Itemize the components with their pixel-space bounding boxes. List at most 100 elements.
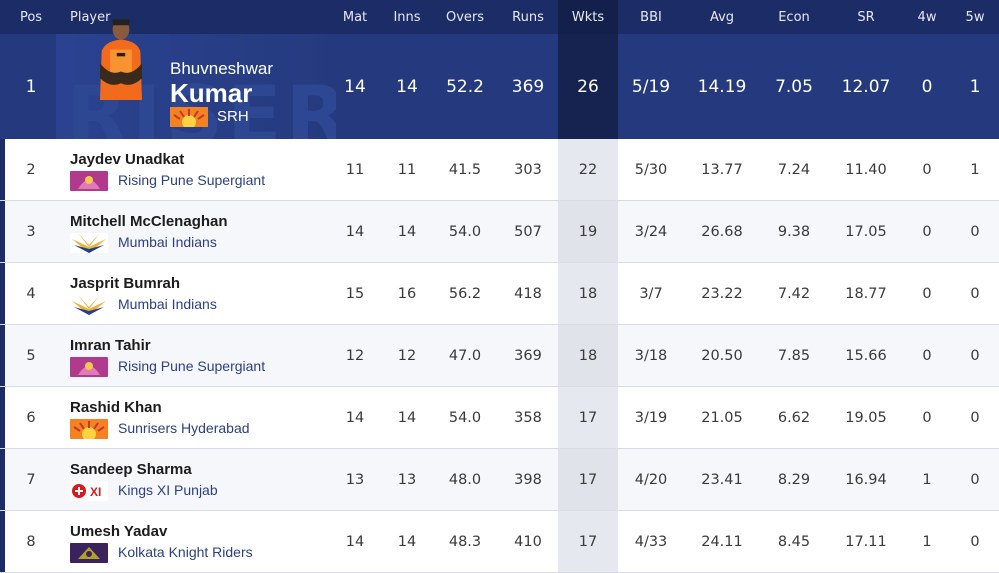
row-wkts: 19 bbox=[558, 201, 618, 262]
row-overs: 56.2 bbox=[448, 285, 482, 302]
svg-text:XI: XI bbox=[90, 485, 101, 499]
table-row-6[interactable]: 6 Rashid Khan Sunrisers Hyderabad 14 14 … bbox=[0, 387, 999, 449]
row-bbi: 3/19 bbox=[634, 409, 668, 426]
row-sr: 17.05 bbox=[845, 223, 887, 240]
row-wkts: 18 bbox=[558, 263, 618, 324]
row-econ: 7.24 bbox=[777, 161, 811, 178]
row-4w: 0 bbox=[922, 161, 932, 178]
table-row-4[interactable]: 4 Jasprit Bumrah Mumbai Indians 15 16 56… bbox=[0, 263, 999, 325]
col-header-mat[interactable]: Mat bbox=[342, 9, 368, 25]
table-body: 2 Jaydev Unadkat Rising Pune Supergiant … bbox=[0, 139, 999, 573]
row-runs: 398 bbox=[514, 471, 542, 488]
player-name[interactable]: Mitchell McClenaghan bbox=[70, 213, 228, 230]
row-4w: 0 bbox=[922, 285, 932, 302]
row-left-accent bbox=[0, 387, 5, 448]
row-econ: 6.62 bbox=[777, 409, 811, 426]
row-overs: 52.2 bbox=[446, 76, 484, 97]
table-row-8[interactable]: 8 Umesh Yadav Kolkata Knight Riders 14 1… bbox=[0, 511, 999, 573]
row-pos: 3 bbox=[26, 223, 36, 240]
player-team[interactable]: Sunrisers Hyderabad bbox=[118, 420, 250, 436]
row-5w: 0 bbox=[970, 533, 980, 550]
col-header-5w[interactable]: 5w bbox=[965, 9, 985, 25]
player-name[interactable]: Jaydev Unadkat bbox=[70, 151, 185, 168]
col-header-4w[interactable]: 4w bbox=[917, 9, 937, 25]
row-sr: 18.77 bbox=[845, 285, 887, 302]
table-row-7[interactable]: 7 Sandeep Sharma XI Kings XI Punjab 13 1… bbox=[0, 449, 999, 511]
row-runs: 303 bbox=[514, 161, 542, 178]
row-bbi: 3/24 bbox=[634, 223, 668, 240]
player-team[interactable]: Rising Pune Supergiant bbox=[118, 358, 266, 374]
player-cell: Jasprit Bumrah Mumbai Indians bbox=[70, 263, 340, 324]
row-bbi: 3/18 bbox=[634, 347, 668, 364]
row-bbi: 5/19 bbox=[631, 76, 671, 97]
player-photo-icon bbox=[100, 19, 142, 100]
row-4w: 0 bbox=[921, 76, 933, 97]
player-first-name[interactable]: Bhuvneshwar bbox=[170, 59, 274, 78]
player-team[interactable]: Mumbai Indians bbox=[118, 234, 217, 250]
player-team[interactable]: Kolkata Knight Riders bbox=[118, 544, 253, 560]
player-name[interactable]: Sandeep Sharma bbox=[70, 461, 192, 478]
player-team[interactable]: Mumbai Indians bbox=[118, 296, 217, 312]
row-5w: 0 bbox=[970, 285, 980, 302]
row-left-accent bbox=[0, 201, 5, 262]
row-left-accent bbox=[0, 449, 5, 510]
player-name[interactable]: Imran Tahir bbox=[70, 337, 151, 354]
col-header-bbi[interactable]: BBI bbox=[640, 9, 662, 25]
col-header-econ[interactable]: Econ bbox=[778, 9, 810, 25]
row-pos: 8 bbox=[26, 533, 36, 550]
row-overs: 41.5 bbox=[448, 161, 482, 178]
row-runs: 418 bbox=[514, 285, 542, 302]
table-row-5[interactable]: 5 Imran Tahir Rising Pune Supergiant 12 … bbox=[0, 325, 999, 387]
player-name[interactable]: Rashid Khan bbox=[70, 399, 162, 416]
col-header-avg[interactable]: Avg bbox=[709, 9, 735, 25]
player-cell: Rashid Khan Sunrisers Hyderabad bbox=[70, 387, 340, 448]
col-header-player[interactable]: Player bbox=[70, 9, 111, 25]
row-runs: 369 bbox=[511, 76, 545, 97]
table-row-top-player[interactable]: RISER 1 Bhuvneshwar Kumar SRH 14 14 52.2… bbox=[0, 19, 999, 139]
row-left-accent bbox=[0, 511, 5, 572]
player-team[interactable]: SRH bbox=[217, 108, 249, 125]
table-row-2[interactable]: 2 Jaydev Unadkat Rising Pune Supergiant … bbox=[0, 139, 999, 201]
row-mat: 15 bbox=[345, 285, 365, 302]
row-econ: 8.45 bbox=[777, 533, 811, 550]
row-pos: 7 bbox=[26, 471, 36, 488]
row-left-accent bbox=[0, 263, 5, 324]
row-sr: 17.11 bbox=[845, 533, 887, 550]
row-inns: 14 bbox=[397, 409, 417, 426]
row-econ: 7.05 bbox=[775, 76, 813, 97]
row-mat: 14 bbox=[345, 223, 365, 240]
mi-logo-icon bbox=[70, 295, 108, 315]
row-bbi: 3/7 bbox=[639, 285, 663, 302]
col-header-inns[interactable]: Inns bbox=[393, 9, 421, 25]
table-row-3[interactable]: 3 Mitchell McClenaghan Mumbai Indians 14… bbox=[0, 201, 999, 263]
col-header-overs[interactable]: Overs bbox=[445, 9, 485, 25]
row-wkts: 17 bbox=[558, 387, 618, 448]
srh-logo-icon bbox=[70, 419, 108, 439]
row-avg: 24.11 bbox=[701, 533, 743, 550]
row-sr: 16.94 bbox=[845, 471, 887, 488]
row-runs: 410 bbox=[514, 533, 542, 550]
player-team[interactable]: Kings XI Punjab bbox=[118, 482, 218, 498]
row-avg: 14.19 bbox=[697, 76, 747, 97]
col-header-wkts[interactable]: Wkts bbox=[558, 0, 618, 34]
row-4w: 0 bbox=[922, 347, 932, 364]
row-econ: 8.29 bbox=[777, 471, 811, 488]
player-last-name[interactable]: Kumar bbox=[170, 78, 253, 108]
col-header-pos[interactable]: Pos bbox=[19, 9, 43, 25]
col-header-sr[interactable]: SR bbox=[857, 9, 875, 25]
player-name[interactable]: Jasprit Bumrah bbox=[70, 275, 181, 292]
col-header-runs[interactable]: Runs bbox=[512, 9, 544, 25]
row-inns: 12 bbox=[397, 347, 417, 364]
player-team[interactable]: Rising Pune Supergiant bbox=[118, 172, 266, 188]
player-name[interactable]: Umesh Yadav bbox=[70, 523, 168, 540]
mi-logo-icon bbox=[70, 233, 108, 253]
row-bbi: 5/30 bbox=[634, 161, 668, 178]
row-4w: 1 bbox=[922, 533, 932, 550]
row-avg: 21.05 bbox=[701, 409, 743, 426]
player-cell: Imran Tahir Rising Pune Supergiant bbox=[70, 325, 340, 386]
row-wkts: 17 bbox=[558, 511, 618, 572]
table-header: Pos Player Mat Inns Overs Runs Wkts BBI … bbox=[0, 0, 999, 34]
row-left-accent bbox=[0, 139, 5, 200]
row-runs: 358 bbox=[514, 409, 542, 426]
